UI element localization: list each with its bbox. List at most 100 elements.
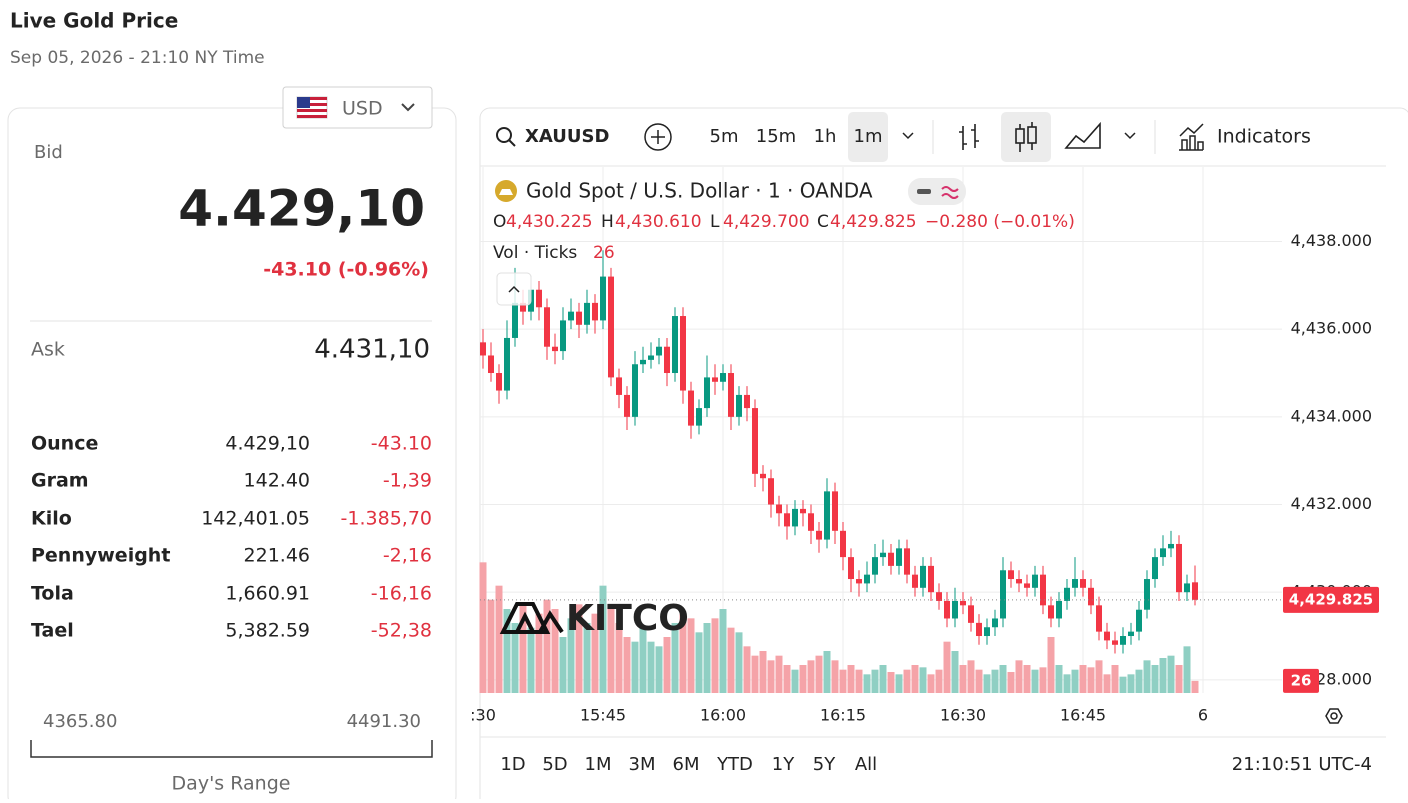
volume-bar	[583, 623, 591, 693]
range-button[interactable]: 1Y	[772, 754, 795, 775]
candle-body	[1024, 583, 1030, 588]
volume-bar	[1143, 660, 1151, 693]
candle-body	[512, 302, 518, 338]
legend-o: 4,430.225	[506, 212, 593, 232]
bars-icon[interactable]	[959, 124, 979, 150]
volume-bar	[495, 585, 503, 693]
interval-button[interactable]: 15m	[756, 126, 796, 147]
volume-bar	[1063, 674, 1071, 693]
candle-body	[584, 302, 590, 325]
volume-bar	[559, 637, 567, 693]
candle-body	[816, 530, 822, 540]
plot: 4,428.0004,430.0004,432.0004,434.0004,43…	[470, 167, 1379, 725]
range-button[interactable]: 5Y	[813, 754, 836, 775]
volume-bar	[703, 623, 711, 693]
watermark-logo	[499, 602, 564, 634]
volume-bar	[919, 667, 927, 693]
chevron[interactable]	[902, 132, 914, 140]
candle-body	[568, 311, 574, 321]
symbol[interactable]: XAUUSD	[525, 126, 609, 147]
candle-body	[808, 513, 814, 531]
unit-change: -52,38	[371, 620, 432, 642]
flag-canton	[297, 97, 310, 108]
range-label: Day's Range	[172, 773, 291, 795]
indicators-icon[interactable]	[1179, 123, 1204, 151]
unit-price: 4.429,10	[225, 433, 310, 455]
volume-bar	[943, 641, 951, 693]
search-icon[interactable]	[496, 127, 512, 143]
last-volume-tag	[1283, 668, 1319, 693]
currency-label[interactable]: USD	[342, 98, 383, 120]
candle-body	[776, 504, 782, 514]
search-icon	[508, 139, 516, 147]
candle-body	[768, 478, 774, 505]
volume-bar	[615, 623, 623, 693]
volume-bar	[815, 655, 823, 693]
collapse-button[interactable]	[496, 272, 532, 306]
active-interval[interactable]: 1m	[854, 126, 883, 147]
settings-icon[interactable]	[1325, 708, 1343, 724]
legend-title: Gold Spot / U.S. Dollar · 1 · OANDA	[526, 179, 873, 203]
volume-bar	[831, 660, 839, 693]
volume-bar	[959, 665, 967, 693]
legend-h-label: H	[601, 212, 614, 232]
volume-bar	[599, 585, 607, 693]
indicators-button[interactable]: Indicators	[1217, 126, 1311, 148]
candle-body	[624, 394, 630, 417]
y-tick-label: 4,434.000	[1291, 406, 1372, 425]
unit-name: Gram	[31, 470, 89, 492]
candle-body	[1176, 543, 1182, 593]
range-button[interactable]: YTD	[716, 754, 753, 775]
range-button[interactable]: 6M	[673, 754, 700, 775]
volume-bar	[647, 641, 655, 693]
candle-body	[1136, 609, 1142, 632]
legend-change: −0.280 (−0.01%)	[925, 212, 1075, 232]
volume-bar	[1159, 658, 1167, 693]
volume-bar	[911, 665, 919, 693]
unit-name: Kilo	[31, 508, 72, 530]
volume-bar	[639, 627, 647, 693]
range-button[interactable]: All	[855, 754, 877, 775]
range-button[interactable]: 5D	[542, 754, 567, 775]
candle-body	[824, 491, 830, 540]
candle-body	[672, 316, 678, 374]
candle-body	[520, 302, 526, 312]
volume-bar	[1095, 660, 1103, 693]
volume-bar	[967, 660, 975, 693]
x-tick-label: 16:30	[940, 706, 986, 725]
candle-body	[1144, 579, 1150, 610]
candle-body	[504, 337, 510, 391]
interval-button[interactable]: 1h	[814, 126, 837, 147]
candle-body	[872, 557, 878, 575]
volume-bar	[935, 669, 943, 693]
units-table: Ounce 4.429,10 -43.10 Gram 142.40 -1,39 Kilo 14…	[31, 433, 432, 642]
chevron[interactable]	[1124, 132, 1136, 140]
interval-button[interactable]: 5m	[710, 126, 739, 147]
volume-bar	[775, 655, 783, 693]
volume-bar	[951, 651, 959, 693]
candles-icon	[1027, 126, 1037, 144]
volume-bar	[983, 674, 991, 693]
candle-body	[952, 600, 958, 619]
interval-group: 5m 15m 1h	[710, 126, 837, 147]
currency-select[interactable]: USD	[282, 86, 433, 129]
volume-bar	[631, 641, 639, 693]
unit-change: -2,16	[383, 545, 432, 567]
compare-button[interactable]	[644, 123, 672, 151]
volume-bar	[975, 669, 983, 693]
candle-body	[640, 359, 646, 365]
candle-body	[616, 377, 622, 395]
candle-body	[760, 473, 766, 479]
volume-bar	[791, 669, 799, 693]
flag-stripe	[297, 97, 327, 100]
area-icon[interactable]	[1064, 121, 1101, 149]
range-button[interactable]: 3M	[629, 754, 656, 775]
range-button[interactable]: 1D	[500, 754, 525, 775]
price-card	[7, 107, 457, 803]
candle-body	[1192, 582, 1198, 600]
x-tick-label: 16:45	[1060, 706, 1106, 725]
range-button[interactable]: 1M	[585, 754, 612, 775]
volume-bar	[671, 623, 679, 693]
volume-bar	[743, 646, 751, 693]
